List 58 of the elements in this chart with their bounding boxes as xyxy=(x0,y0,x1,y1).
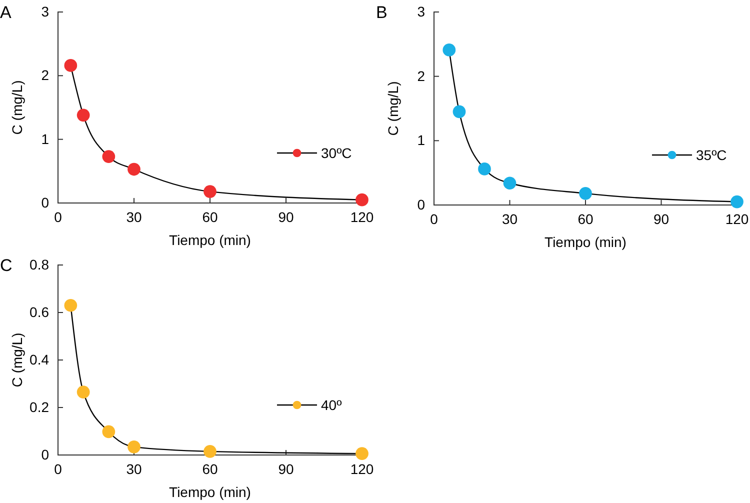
y-tick-label: 2 xyxy=(417,68,426,84)
x-tick-label: 60 xyxy=(578,210,594,227)
x-tick-label: 90 xyxy=(278,208,294,225)
y-tick-label: 3 xyxy=(41,3,50,20)
y-tick-label: 0 xyxy=(41,194,50,210)
x-tick-label: 120 xyxy=(350,460,374,477)
point xyxy=(76,386,90,398)
x-tick-label: 30 xyxy=(126,208,142,225)
y-tick-label: 0 xyxy=(417,196,426,212)
x-tick-label: 120 xyxy=(350,208,374,225)
point xyxy=(64,298,78,312)
chart-title: A xyxy=(0,3,12,22)
point xyxy=(128,440,140,454)
point xyxy=(356,193,368,206)
point xyxy=(204,185,216,198)
point xyxy=(730,195,744,208)
x-tick-label: 0 xyxy=(430,210,438,227)
x-axis-title: Tiempo (min) xyxy=(169,484,251,500)
point xyxy=(579,187,592,200)
y-axis-title: C (mg/L) xyxy=(9,332,25,388)
legend-label: 35ºC xyxy=(696,146,727,163)
x-tick-label: 30 xyxy=(126,460,142,477)
y-tick-label: 0.4 xyxy=(30,351,50,368)
x-axis-title: Tiempo (min) xyxy=(544,234,626,250)
x-tick-label: 30 xyxy=(502,210,518,227)
x-tick-label: 60 xyxy=(202,208,218,225)
legend-label: 30ºC xyxy=(321,144,352,161)
point xyxy=(102,425,116,438)
chart-title: C xyxy=(0,256,12,275)
y-tick-label: 0 xyxy=(41,446,50,462)
y-tick-label: 2 xyxy=(41,67,50,84)
point xyxy=(102,150,116,163)
point xyxy=(128,162,140,176)
y-tick-label: 1 xyxy=(417,132,426,148)
y-tick-label: 0.2 xyxy=(30,398,50,415)
x-tick-label: 90 xyxy=(653,210,670,227)
y-tick-label: 0.8 xyxy=(30,256,50,272)
y-tick-label: 0.6 xyxy=(30,304,50,320)
x-tick-label: 0 xyxy=(54,208,62,225)
point xyxy=(442,44,456,56)
point xyxy=(503,176,516,190)
x-tick-label: 60 xyxy=(202,460,218,477)
point xyxy=(64,59,78,72)
y-axis-title: C (mg/L) xyxy=(385,81,401,136)
point xyxy=(76,108,90,122)
point xyxy=(356,447,368,460)
y-tick-label: 3 xyxy=(417,3,426,20)
point xyxy=(478,162,491,176)
y-tick-label: 1 xyxy=(41,130,50,147)
x-axis-title: Tiempo (min) xyxy=(169,232,251,248)
point xyxy=(452,105,466,118)
chart-title: B xyxy=(376,3,388,22)
point xyxy=(204,445,216,458)
legend-label: 40º xyxy=(321,396,342,413)
y-axis-title: C (mg/L) xyxy=(9,80,25,135)
x-tick-label: 120 xyxy=(725,210,749,227)
x-tick-label: 0 xyxy=(54,460,62,477)
x-tick-label: 90 xyxy=(278,460,294,477)
